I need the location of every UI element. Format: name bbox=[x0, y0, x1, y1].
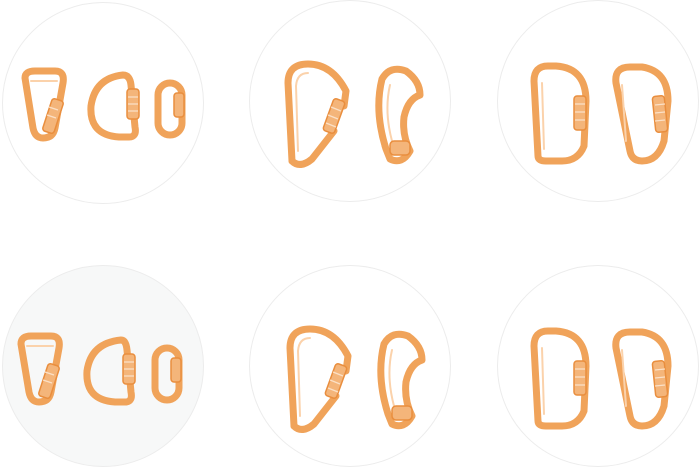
pear-screwgate-icon bbox=[17, 332, 63, 406]
product-tile-hms-bentgate-alt[interactable] bbox=[249, 265, 451, 467]
bent-gate-carabiner-icon bbox=[377, 330, 426, 430]
bent-gate-carabiner-icon bbox=[375, 65, 424, 165]
product-tile-d-carabiners-alt[interactable] bbox=[497, 265, 699, 467]
d-carabiner-icon bbox=[530, 327, 590, 430]
d-carabiner-icon bbox=[530, 62, 590, 165]
product-tile-small-links-alt[interactable] bbox=[2, 265, 204, 467]
d-shape-screwgate-icon bbox=[87, 71, 140, 141]
d-shape-screwgate-icon bbox=[83, 336, 136, 406]
hms-carabiner-icon bbox=[284, 60, 350, 168]
oval-quicklink-icon bbox=[154, 79, 186, 139]
product-tile-d-carabiners[interactable] bbox=[497, 0, 699, 202]
product-tile-hms-bentgate[interactable] bbox=[249, 0, 451, 202]
pear-screwgate-icon bbox=[21, 67, 67, 142]
hms-carabiner-icon bbox=[286, 325, 352, 433]
oval-quicklink-icon bbox=[151, 344, 183, 404]
offset-d-carabiner-icon bbox=[612, 63, 672, 165]
offset-d-carabiner-icon bbox=[612, 328, 672, 430]
product-tile-small-links[interactable] bbox=[2, 2, 204, 204]
